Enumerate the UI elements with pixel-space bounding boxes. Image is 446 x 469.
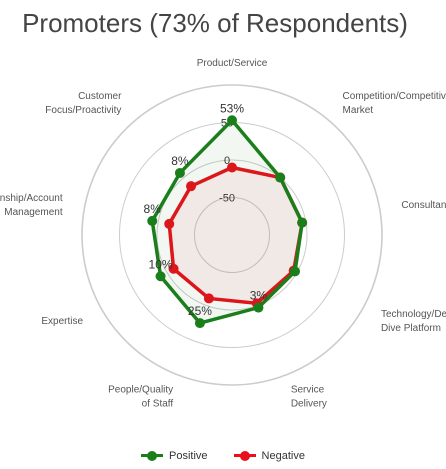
- category-label-line: Expertise: [41, 316, 83, 327]
- category-label: People/Quality of Staff: [108, 385, 173, 410]
- category-label-line: Competition/Competitive: [343, 91, 446, 102]
- grid-ring: [194, 197, 270, 273]
- data-label: 3%: [250, 289, 268, 303]
- legend-item-negative[interactable]: Negative: [233, 450, 305, 462]
- category-label: Competition/Competitive Market: [343, 91, 446, 116]
- chart-title: Promoters (73% of Respondents): [22, 8, 408, 38]
- data-point-positive[interactable]: [275, 172, 286, 183]
- category-label-line: Management: [4, 207, 63, 218]
- data-point-positive[interactable]: [174, 167, 185, 178]
- data-point-positive[interactable]: [147, 215, 158, 226]
- legend-swatch: [141, 451, 164, 461]
- category-label: Product/Service: [197, 58, 268, 69]
- data-point-positive[interactable]: [253, 302, 264, 313]
- category-label: Service Delivery: [291, 385, 327, 410]
- radial-tick-label: 0: [224, 155, 230, 167]
- category-label-line: Focus/Proactivity: [45, 105, 121, 116]
- data-point-negative[interactable]: [186, 181, 197, 192]
- category-label-line: Technology/Deep: [381, 309, 446, 320]
- category-label-line: of Staff: [142, 399, 174, 410]
- category-label-line: Customer: [78, 91, 122, 102]
- category-label-line: Product/Service: [197, 58, 268, 69]
- legend-item-positive[interactable]: Positive: [141, 450, 208, 462]
- category-label-line: Dive Platform: [381, 323, 441, 334]
- category-label-line: Relationship/Account: [0, 193, 63, 204]
- category-label-line: Consultancy: [401, 200, 446, 211]
- legend-marker: [239, 451, 250, 461]
- data-label: 8%: [144, 202, 162, 216]
- radial-tick-label: -50: [219, 193, 235, 205]
- legend-label: Positive: [169, 450, 208, 462]
- series-positive[interactable]: [147, 115, 308, 329]
- data-point-positive[interactable]: [227, 115, 237, 126]
- data-point-positive[interactable]: [155, 271, 166, 282]
- category-label: Relationship/Account Management: [0, 193, 63, 218]
- category-labels: Product/Service Competition/Competitive Ma…: [0, 58, 446, 410]
- grid-ring: [81, 84, 383, 386]
- legend-label: Negative: [261, 450, 305, 462]
- legend: Positive Negative: [0, 446, 446, 466]
- data-label: 8%: [171, 154, 189, 168]
- series-layer: [147, 115, 308, 329]
- data-point-negative[interactable]: [203, 293, 214, 304]
- data-labels: 53% 3% 25% 10% 8% 8%: [144, 101, 268, 318]
- category-label: Technology/Deep Dive Platform: [381, 309, 446, 334]
- radar-chart: 500-50 Product/ServiceCompetition/Compet…: [0, 58, 446, 410]
- data-point-negative[interactable]: [164, 218, 175, 229]
- category-label-line: People/Quality: [108, 385, 173, 396]
- category-label: Consultancy: [401, 200, 446, 211]
- legend-swatch: [233, 451, 256, 461]
- data-label: 25%: [188, 304, 212, 318]
- category-label: Customer Focus/Proactivity: [45, 91, 122, 116]
- category-label-line: Market: [343, 105, 374, 116]
- data-point-positive[interactable]: [297, 217, 308, 228]
- category-label-line: Service: [291, 385, 325, 396]
- data-point-negative[interactable]: [227, 162, 237, 173]
- data-label: 53%: [220, 101, 244, 115]
- data-point-positive[interactable]: [290, 266, 301, 277]
- category-label: Expertise: [41, 316, 83, 327]
- series-line-positive[interactable]: [150, 118, 304, 325]
- data-label: 10%: [149, 257, 173, 271]
- data-point-positive[interactable]: [194, 318, 205, 329]
- legend-marker: [147, 451, 158, 461]
- data-point-negative[interactable]: [168, 263, 179, 274]
- grid-ring: [156, 159, 308, 311]
- category-label-line: Delivery: [291, 399, 327, 410]
